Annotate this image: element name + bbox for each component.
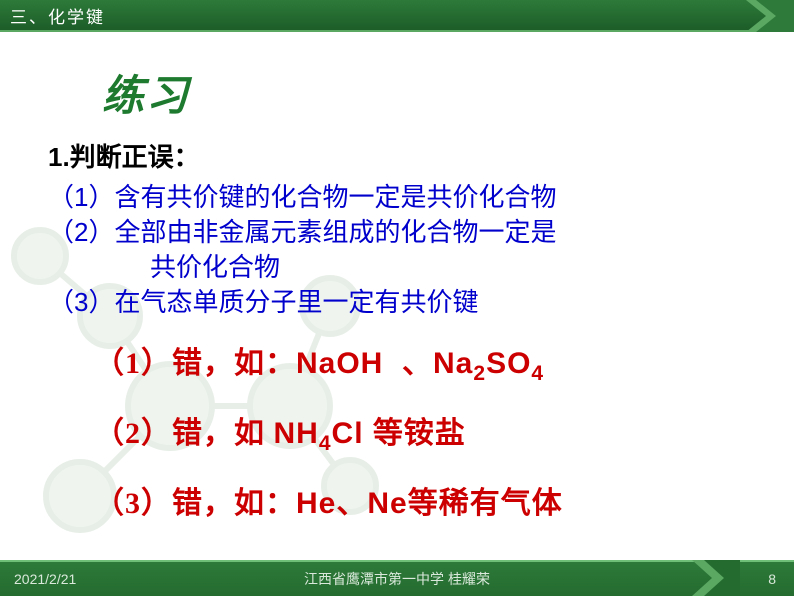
question-item-3: （3）在气态单质分子里一定有共价键 [48,285,748,320]
answer-2: （2）错，如 NH4Cl 等铵盐 [94,408,754,456]
answer-3: （3）错，如：He、Ne等稀有气体 [94,478,754,522]
slide-footer: 2021/2/21 江西省鹰潭市第一中学 桂耀荣 8 [0,560,794,596]
footer-school: 江西省鹰潭市第一中学 桂耀荣 [304,569,490,589]
footer-arrow-decoration [692,560,740,596]
footer-date: 2021/2/21 [14,571,76,587]
slide-content: 练习 1.判断正误： （1）含有共价键的化合物一定是共价化合物 （2）全部由非金… [0,32,794,522]
section-title: 三、化学键 [10,3,105,28]
header-arrow-decoration [746,0,794,32]
practice-heading: 练习 [102,62,754,123]
slide-header: 三、化学键 [0,0,794,32]
question-stem: 1.判断正误： [48,137,754,174]
question-item-1: （1）含有共价键的化合物一定是共价化合物 [48,180,748,215]
footer-page-number: 8 [768,571,776,587]
answers-block: （1）错，如：NaOH 、Na2SO4 （2）错，如 NH4Cl 等铵盐 （3）… [94,338,754,522]
question-item-2: （2）全部由非金属元素组成的化合物一定是共价化合物 [48,215,748,285]
answer-1: （1）错，如：NaOH 、Na2SO4 [94,338,754,386]
